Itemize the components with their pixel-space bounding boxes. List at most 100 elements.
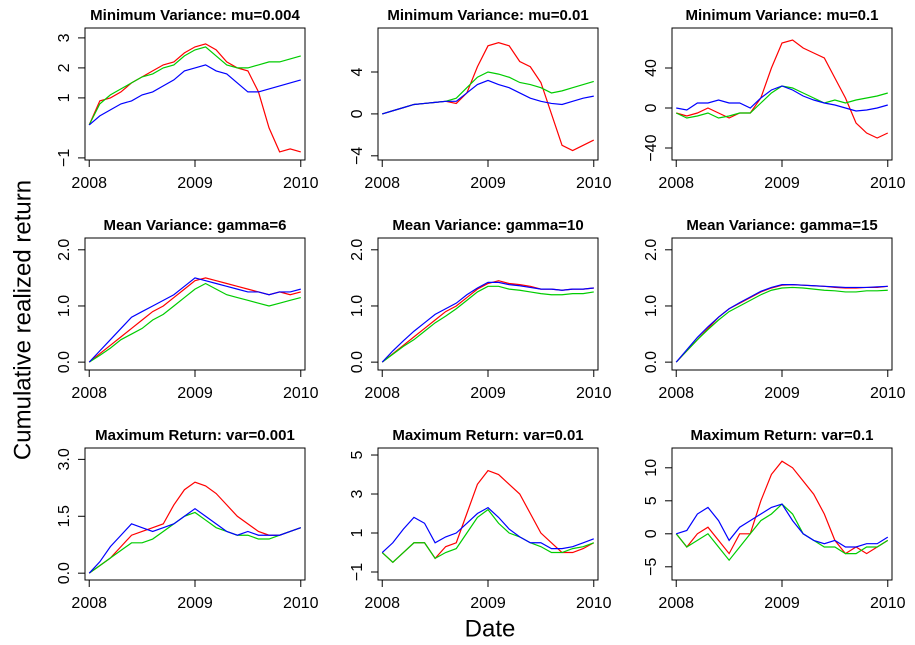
series-line [382, 79, 594, 115]
x-tick-label: 2008 [71, 595, 107, 612]
y-tick-label: 1 [349, 528, 366, 537]
series-line [675, 85, 888, 119]
series-line [676, 39, 889, 139]
y-tick-label: −1 [349, 563, 366, 581]
y-axis-label: Cumulative realized return [9, 180, 36, 460]
series-line [88, 481, 301, 574]
y-tick-label: 0.0 [349, 351, 366, 373]
y-tick-label: 10 [643, 459, 660, 477]
y-tick-label: 1.5 [56, 505, 73, 527]
x-tick-label: 2010 [576, 595, 612, 612]
panel-title: Maximum Return: var=0.001 [95, 427, 295, 444]
series-line [88, 282, 301, 363]
panel-title: Mean Variance: gamma=6 [103, 217, 286, 234]
panel-title: Maximum Return: var=0.01 [392, 427, 583, 444]
x-tick-label: 2008 [71, 175, 107, 192]
y-tick-label: 2 [56, 63, 73, 72]
y-tick-label: 0.0 [56, 562, 73, 584]
x-tick-label: 2008 [364, 175, 400, 192]
x-tick-label: 2010 [283, 595, 319, 612]
y-tick-label: 3 [56, 33, 73, 42]
series-line [676, 503, 889, 548]
plot-frame [671, 237, 893, 371]
series-line [88, 277, 301, 363]
y-tick-label: 0 [643, 103, 660, 112]
y-tick-label: 1.0 [643, 295, 660, 317]
y-tick-label: 2.0 [349, 239, 366, 261]
series-line [382, 71, 594, 115]
x-tick-label: 2008 [364, 385, 400, 402]
x-tick-label: 2010 [283, 175, 319, 192]
plot-frame [671, 27, 893, 161]
panel-title: Mean Variance: gamma=15 [686, 217, 877, 234]
x-tick-label: 2008 [71, 385, 107, 402]
y-tick-label: −5 [643, 558, 660, 576]
x-tick-label: 2008 [658, 385, 694, 402]
x-tick-label: 2009 [764, 385, 800, 402]
series-line [381, 280, 594, 363]
y-tick-label: 40 [643, 59, 660, 77]
x-tick-label: 2010 [283, 385, 319, 402]
series-line [382, 42, 595, 152]
x-tick-label: 2010 [870, 175, 906, 192]
x-tick-label: 2009 [764, 175, 800, 192]
plot-frame [377, 237, 599, 371]
series-line [675, 503, 889, 562]
y-tick-label: 3 [349, 489, 366, 498]
panel-title: Minimum Variance: mu=0.01 [387, 7, 588, 24]
y-tick-label: 0 [349, 109, 366, 118]
series-line [675, 284, 888, 363]
series-line [88, 511, 301, 574]
y-tick-label: 1.0 [56, 295, 73, 317]
panel-title: Minimum Variance: mu=0.1 [686, 7, 879, 24]
x-tick-label: 2008 [364, 595, 400, 612]
plot-frame [84, 237, 306, 371]
y-tick-label: 4 [349, 67, 366, 76]
plot-frame [377, 27, 599, 161]
y-tick-label: 5 [349, 450, 366, 459]
series-line [381, 281, 594, 363]
y-tick-label: −1 [56, 149, 73, 167]
series-line [675, 286, 888, 363]
x-axis-label: Date [465, 615, 516, 642]
series-line [88, 64, 301, 126]
x-tick-label: 2009 [177, 595, 213, 612]
plot-frame [84, 27, 306, 161]
panel-title: Minimum Variance: mu=0.004 [90, 7, 300, 24]
series-line [675, 284, 888, 363]
series-line [381, 508, 594, 564]
y-tick-label: 1 [56, 93, 73, 102]
series-line [88, 46, 301, 126]
x-tick-label: 2010 [870, 385, 906, 402]
series-line [88, 277, 301, 363]
plot-frame [84, 447, 306, 581]
x-tick-label: 2009 [470, 385, 506, 402]
x-tick-label: 2009 [470, 595, 506, 612]
y-tick-label: 2.0 [56, 239, 73, 261]
x-tick-label: 2009 [470, 175, 506, 192]
y-tick-label: 2.0 [643, 239, 660, 261]
x-tick-label: 2010 [870, 595, 906, 612]
y-tick-label: 0 [643, 529, 660, 538]
x-tick-label: 2008 [658, 595, 694, 612]
x-tick-label: 2010 [576, 175, 612, 192]
x-tick-label: 2010 [576, 385, 612, 402]
y-tick-label: 0.0 [56, 351, 73, 373]
series-line [675, 460, 889, 555]
plot-frame [671, 447, 893, 581]
panel-title: Mean Variance: gamma=10 [392, 217, 583, 234]
x-tick-label: 2008 [658, 175, 694, 192]
y-tick-label: −4 [349, 147, 366, 165]
series-line [381, 285, 594, 363]
x-tick-label: 2009 [177, 385, 213, 402]
y-tick-label: 3.0 [56, 448, 73, 470]
series-line [88, 507, 301, 574]
plot-frame [377, 447, 599, 581]
y-tick-label: 5 [643, 496, 660, 505]
x-tick-label: 2009 [177, 175, 213, 192]
y-tick-label: 0.0 [643, 351, 660, 373]
x-tick-label: 2009 [764, 595, 800, 612]
series-line [676, 85, 888, 112]
series-line [88, 43, 301, 153]
